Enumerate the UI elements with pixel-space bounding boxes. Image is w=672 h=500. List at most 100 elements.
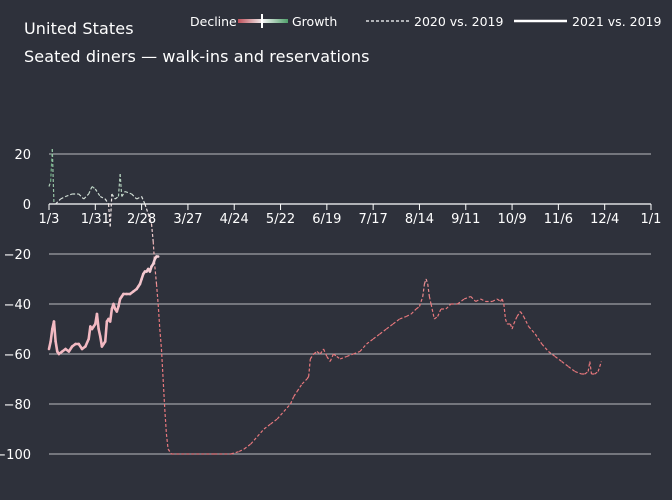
series-2020-segment [167, 448, 172, 455]
series-2020-segment [437, 308, 442, 317]
series-2020-segment [154, 266, 158, 285]
series-2020-segment [238, 448, 245, 453]
series-2020-segment [463, 295, 471, 300]
series-2020-segment [504, 318, 508, 325]
series-2020-segment [503, 303, 507, 320]
legend [238, 14, 567, 28]
series-2020-segment [475, 298, 481, 303]
series-2020-segment [293, 391, 298, 397]
series-2020-segment [99, 195, 106, 200]
series-2020-segment [144, 203, 149, 215]
series-2020-segment [372, 333, 381, 340]
series-2021-line [47, 255, 160, 356]
series-2020-segment [554, 356, 563, 362]
series-2020-segment [65, 193, 73, 198]
series-2020-segment [131, 193, 138, 200]
series-2020-segment [313, 351, 318, 355]
series-2020-segment [418, 296, 424, 307]
legend-2021-label: 2021 vs. 2019 [572, 14, 662, 29]
series-2020-segment [548, 351, 556, 357]
series-2020-segment [491, 298, 498, 303]
series-2020-segment [162, 378, 166, 410]
series-2020-segment [94, 188, 101, 197]
series-2020-segment [155, 283, 159, 305]
series-2020-segment [336, 356, 341, 360]
series-2020-segment [283, 403, 291, 412]
x-tick-label: 6/19 [312, 212, 341, 227]
chart-region-title: United States [24, 19, 134, 38]
series-2021-segment [49, 327, 54, 343]
series-2020-segment [107, 203, 111, 227]
series-2021-segment [54, 340, 59, 353]
series-2020-segment [289, 396, 295, 405]
series-2020-segment [519, 311, 525, 317]
series-2020-segment [423, 278, 427, 285]
series-2020-segment [428, 296, 432, 305]
series-2020-segment [445, 303, 452, 310]
series-2020-segment [427, 283, 430, 297]
series-2020-segment [589, 361, 593, 375]
y-tick-label: −20 [4, 248, 31, 263]
series-2020-segment [109, 193, 113, 227]
grid-lines [49, 153, 651, 455]
series-2021-segment [87, 325, 92, 341]
legend-growth-label: Growth [292, 14, 338, 29]
series-2020-segment [574, 370, 582, 375]
series-2020-segment [496, 298, 501, 302]
series-2020-segment [256, 428, 265, 437]
series-2020-segment [243, 443, 252, 450]
series-2020-segment [111, 193, 116, 200]
series-2020-segment [91, 186, 96, 190]
series-2020-segment [136, 195, 142, 200]
series-2020-segment [386, 323, 394, 330]
x-axis: 1/3 1/31 2/28 3/27 4/24 5/22 6/19 7/17 8/14 9/11 1… [39, 204, 662, 227]
series-2020-segment [316, 351, 321, 355]
series-2020-segment [410, 308, 417, 315]
series-2020-segment [433, 316, 439, 320]
series-2020-segment [470, 296, 477, 302]
x-tick-label: 8/14 [405, 212, 434, 227]
series-2021-segment [52, 320, 57, 343]
y-tick-label: 20 [14, 148, 31, 163]
series-2020-segment [333, 353, 338, 357]
series-2020-segment [117, 173, 121, 197]
series-2020-segment [160, 348, 164, 380]
series-2020-segment [379, 328, 387, 335]
series-2020-segment [425, 278, 429, 285]
series-2020-segment [528, 326, 536, 335]
series-2020-segment [366, 338, 374, 345]
series-2020-segment [534, 333, 543, 345]
x-tick-label: 7/17 [359, 212, 388, 227]
series-2020-segment [164, 408, 168, 435]
series-2020-segment [405, 313, 412, 318]
x-tick-label: 12/4 [590, 212, 619, 227]
x-tick-label: 11/6 [544, 212, 573, 227]
x-tick-label: 1/1 [641, 212, 662, 227]
x-tick-label: 9/11 [451, 212, 480, 227]
series-2020-segment [523, 316, 530, 327]
series-2020-segment [51, 148, 55, 205]
series-2020-segment [541, 343, 549, 352]
series-2020-segment [509, 323, 513, 330]
series-2020-segment [159, 328, 163, 350]
x-tick-label: 1/31 [81, 212, 110, 227]
series-2020-segment [121, 191, 126, 197]
x-tick-label: 1/3 [39, 212, 60, 227]
series-2020-segment [78, 193, 85, 200]
series-2020-segment [150, 223, 154, 242]
series-2020-segment [353, 350, 361, 355]
series-2020-segment [263, 423, 271, 430]
x-tick-label: 10/9 [497, 212, 526, 227]
series-2020-segment [308, 358, 311, 377]
series-2020-segment [48, 181, 52, 187]
series-2020-segment [230, 450, 240, 455]
series-2020-segment [501, 298, 505, 305]
series-2020-segment [88, 186, 93, 195]
x-tick-label: 3/27 [173, 212, 202, 227]
x-tick-label: 4/24 [220, 212, 249, 227]
series-2020-segment [567, 366, 576, 372]
series-2020-segment [457, 298, 465, 305]
series-2020-segment [480, 298, 486, 303]
series-2020-segment [594, 371, 599, 375]
series-2020-segment [309, 353, 315, 360]
